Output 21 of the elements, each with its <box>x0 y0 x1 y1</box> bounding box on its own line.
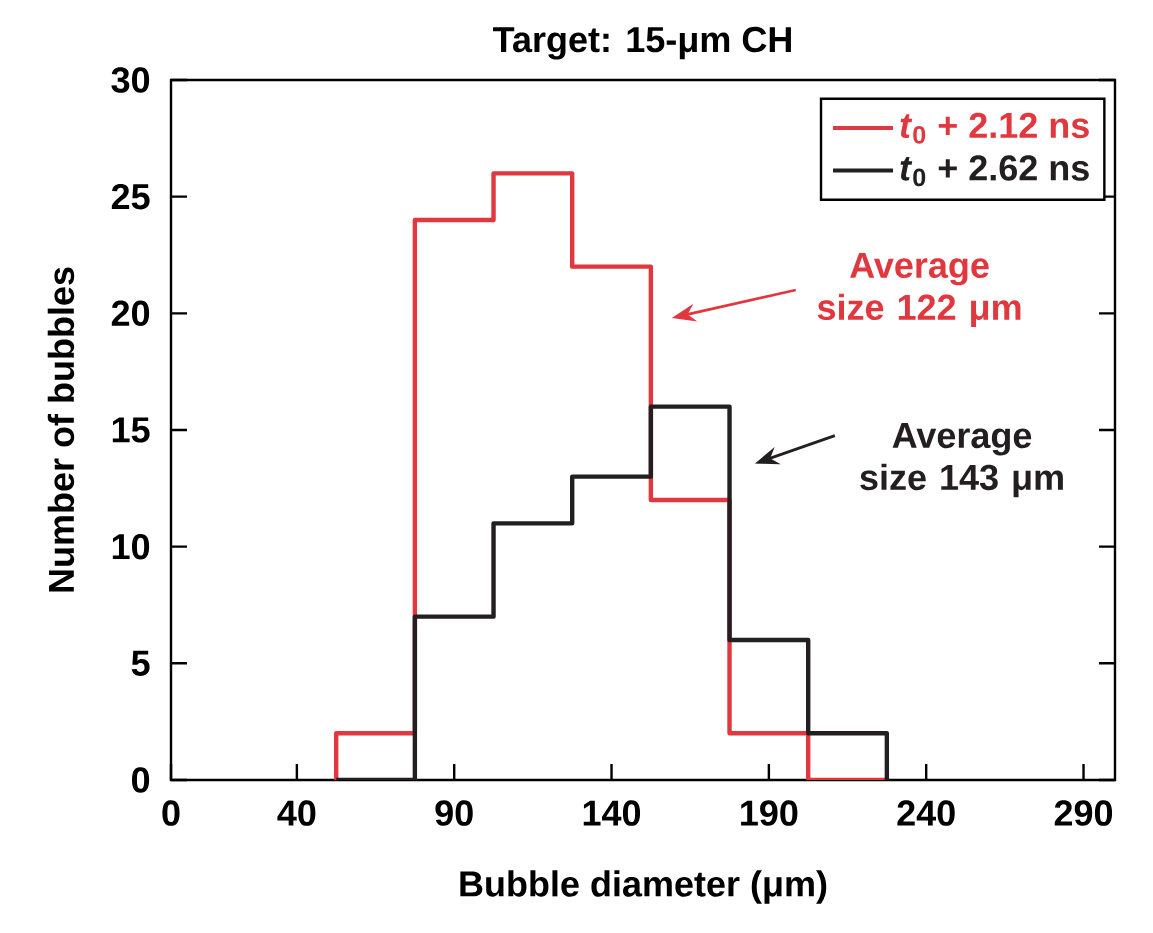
x-tick-label: 90 <box>435 800 473 826</box>
y-tick-label: 30 <box>111 67 150 93</box>
y-tick-label: 20 <box>111 300 150 327</box>
chart-title: Target: 15-μm CH <box>493 26 791 60</box>
x-tick-label: 40 <box>277 800 316 826</box>
y-tick-label: 5 <box>131 650 150 676</box>
y-tick-label: 0 <box>132 767 150 793</box>
x-tick-label: 140 <box>583 800 641 826</box>
y-tick-label: 25 <box>111 183 150 210</box>
y-tick-label: 10 <box>112 533 150 560</box>
legend-label: t$_{0}$ + 2.62 ns <box>900 155 1089 187</box>
x-tick-label: 290 <box>1054 800 1113 826</box>
y-tick-label: 15 <box>112 417 150 443</box>
x-tick-label: 190 <box>741 800 798 826</box>
x-axis-title: Bubble diameter (μm) <box>460 870 827 904</box>
legend-label: t$_{0}$ + 2.12 ns <box>900 112 1089 144</box>
x-tick-label: 0 <box>162 800 180 826</box>
x-tick-label: 240 <box>897 800 955 826</box>
annotation: Average size 143 μm <box>860 423 1063 498</box>
y-axis-title: Number of bubbles <box>47 267 75 592</box>
annotation: Average size 122 μm <box>817 252 1021 328</box>
